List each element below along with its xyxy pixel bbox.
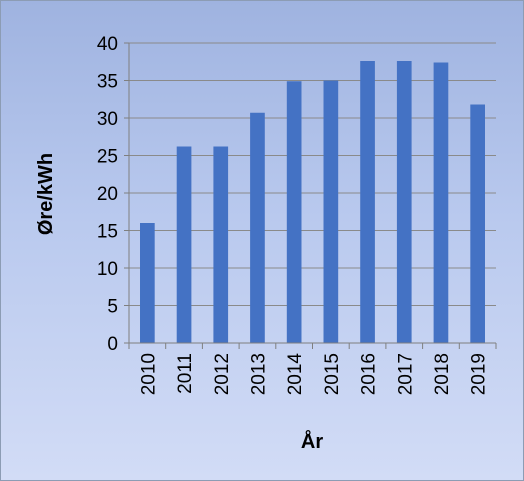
x-axis-title: År	[301, 429, 323, 453]
bar-2016	[360, 61, 375, 343]
y-axis-title: Øre/kWh	[35, 153, 57, 235]
y-tick-label: 15	[97, 222, 118, 243]
bar-2010	[140, 223, 155, 343]
bar-2015	[323, 80, 339, 343]
x-tick-label: 2019	[469, 353, 490, 395]
bar-2019	[470, 104, 485, 343]
x-tick-label: 2011	[175, 353, 196, 394]
y-tick-label: 10	[97, 259, 118, 280]
y-tick-labels: 0 5 10 15 20 25 30 35 40	[97, 34, 118, 355]
y-tick-label: 0	[107, 334, 118, 355]
x-tick-label: 2012	[212, 353, 233, 395]
y-tick-label: 30	[97, 109, 118, 130]
x-tick-label: 2010	[138, 353, 159, 395]
y-tick-label: 20	[97, 184, 118, 205]
x-tick-label: 2015	[322, 353, 343, 395]
x-tick-label: 2013	[248, 353, 269, 395]
bar-2011	[176, 146, 192, 343]
x-tick-label: 2016	[359, 353, 380, 395]
y-tick-label: 35	[97, 72, 118, 93]
bar-2017	[396, 61, 412, 343]
bar-2018	[433, 62, 449, 343]
bar-2013	[250, 112, 265, 343]
y-tick-label: 5	[107, 297, 118, 318]
bar-2012	[213, 146, 229, 343]
y-tick-label: 25	[97, 147, 118, 168]
x-tick-label: 2014	[285, 353, 306, 396]
x-tick-labels: 2010 2011 2012 2013 2014 2015 2016 2017 2018 2019	[138, 353, 489, 396]
x-tick-label: 2017	[395, 353, 416, 395]
bar-2014	[286, 81, 302, 343]
y-tick-label: 40	[97, 34, 118, 55]
bars	[140, 61, 485, 343]
axes	[124, 42, 497, 349]
x-tick-label: 2018	[432, 353, 453, 395]
